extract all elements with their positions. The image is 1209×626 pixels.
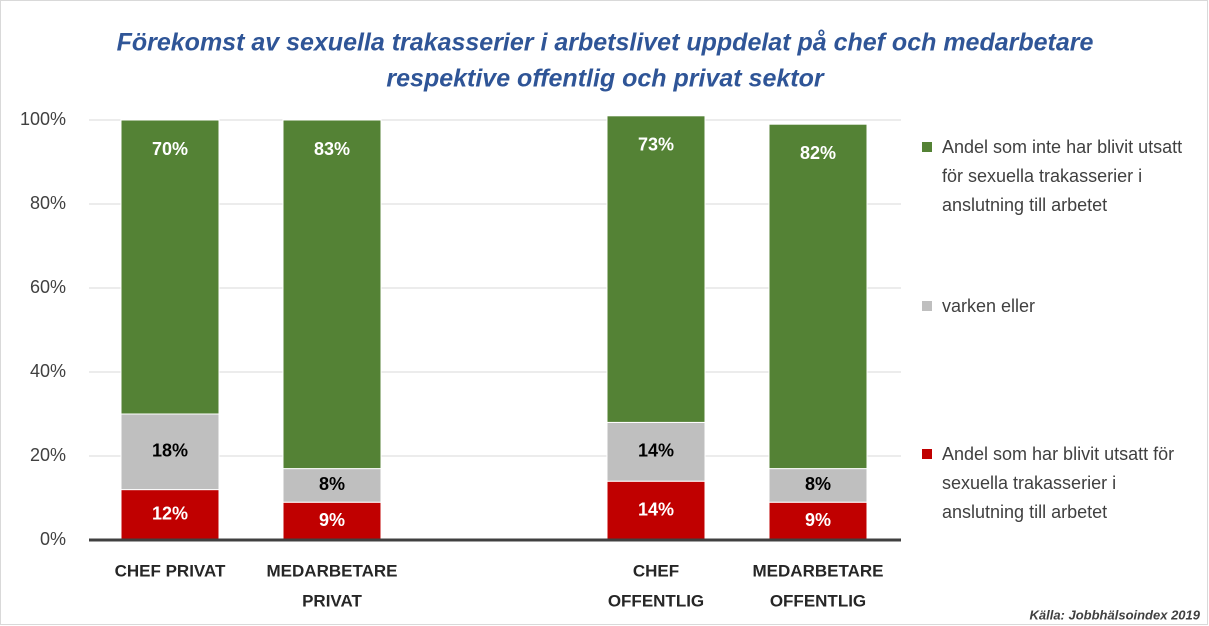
- legend-swatch: [922, 449, 932, 459]
- legend-label: Andel som inte har blivit utsatt för sex…: [942, 137, 1183, 215]
- bar-segment: [768, 123, 868, 470]
- y-tick-label: 60%: [30, 277, 66, 297]
- bar-segment: [120, 489, 220, 541]
- bar-segment: [606, 115, 706, 423]
- bar-segment: [282, 119, 382, 470]
- y-tick-label: 40%: [30, 361, 66, 381]
- bar-segment: [120, 119, 220, 415]
- title-line: respektive offentlig och privat sektor: [386, 65, 824, 93]
- x-tick-label: CHEF: [633, 561, 679, 580]
- data-label: 8%: [319, 474, 345, 494]
- legend-entry: varken eller: [922, 292, 1202, 321]
- legend-label: varken eller: [942, 296, 1036, 316]
- data-label: 12%: [152, 504, 188, 524]
- x-tick-label: MEDARBETARE: [267, 561, 398, 580]
- y-tick-label: 0%: [40, 529, 66, 549]
- bar-segment: [606, 421, 706, 482]
- bar-segment: [768, 501, 868, 541]
- bar-segment: [120, 413, 220, 491]
- data-label: 18%: [152, 441, 188, 461]
- x-tick-label: PRIVAT: [302, 591, 362, 610]
- bar-segment: [282, 501, 382, 541]
- y-tick-label: 100%: [20, 109, 66, 129]
- y-tick-label: 20%: [30, 445, 66, 465]
- data-label: 14%: [638, 441, 674, 461]
- x-tick-label: OFFENTLIG: [770, 591, 866, 610]
- data-label: 9%: [805, 510, 831, 530]
- data-label: 14%: [638, 499, 674, 519]
- bar-segment: [768, 468, 868, 503]
- data-label: 9%: [319, 510, 345, 530]
- legend-entry: Andel som har blivit utsatt för sexuella…: [922, 440, 1202, 527]
- data-label: 82%: [800, 143, 836, 163]
- data-label: 83%: [314, 139, 350, 159]
- title-line: Förekomst av sexuella trakasserier i arb…: [117, 29, 1094, 57]
- data-label: 70%: [152, 139, 188, 159]
- x-tick-label: OFFENTLIG: [608, 591, 704, 610]
- legend-swatch: [922, 301, 932, 311]
- x-tick-label: CHEF PRIVAT: [115, 561, 226, 580]
- legend-entry: Andel som inte har blivit utsatt för sex…: [922, 133, 1202, 220]
- data-label: 73%: [638, 135, 674, 155]
- source: Källa: Jobbhälsoindex 2019: [1029, 607, 1200, 622]
- data-label: 8%: [805, 474, 831, 494]
- legend-label: Andel som har blivit utsatt för sexuella…: [942, 444, 1175, 522]
- y-tick-label: 80%: [30, 193, 66, 213]
- x-tick-label: MEDARBETARE: [753, 561, 884, 580]
- bar-segment: [282, 468, 382, 503]
- legend-swatch: [922, 142, 932, 152]
- bar-segment: [606, 480, 706, 541]
